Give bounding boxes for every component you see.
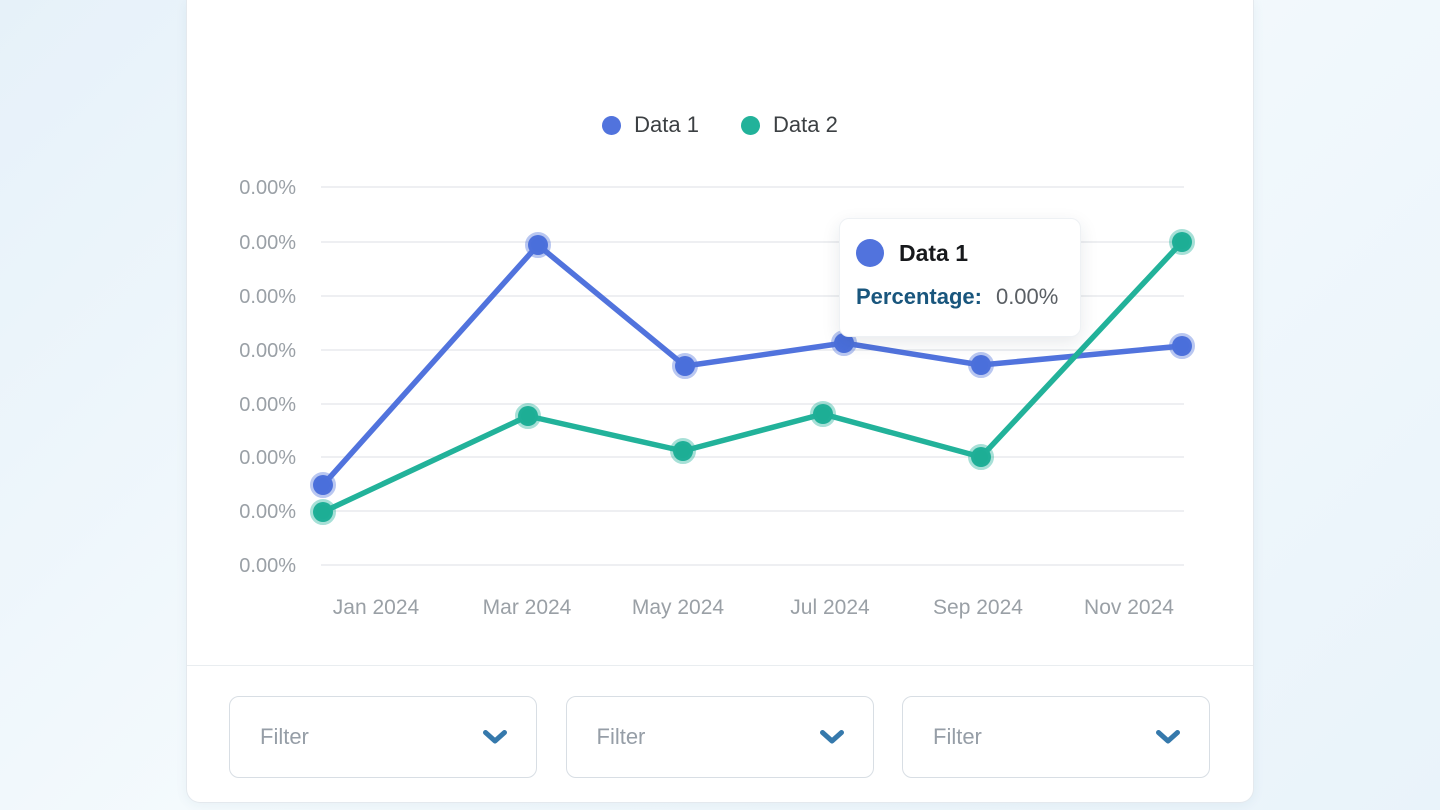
data-point[interactable] bbox=[525, 232, 551, 258]
data-point[interactable] bbox=[1169, 333, 1195, 359]
x-tick-label: Sep 2024 bbox=[933, 596, 1023, 619]
legend-item-data-1[interactable]: Data 1 bbox=[602, 112, 699, 138]
y-tick-label: 0.00% bbox=[239, 340, 296, 362]
x-tick-label: May 2024 bbox=[632, 596, 725, 619]
filter-placeholder: Filter bbox=[260, 724, 309, 749]
legend-item-data-2[interactable]: Data 2 bbox=[741, 112, 838, 138]
data-point[interactable] bbox=[810, 401, 836, 427]
y-tick-label: 0.00% bbox=[239, 177, 296, 199]
chevron-down-icon bbox=[819, 730, 844, 744]
chart-card: 0.00% 0.00% 0.00% 0.00% 0.00% 0.00% 0.00% 0.00%… bbox=[186, 0, 1254, 803]
y-tick-label: 0.00% bbox=[239, 501, 296, 523]
tooltip-metric-label: Percentage: bbox=[856, 284, 982, 309]
filter-placeholder: Filter bbox=[596, 724, 646, 749]
data-point[interactable] bbox=[1169, 229, 1195, 255]
filter-dropdown-1[interactable]: Filter bbox=[229, 696, 537, 778]
card-divider bbox=[187, 665, 1253, 666]
y-tick-label: 0.00% bbox=[239, 447, 296, 469]
legend-label: Data 2 bbox=[773, 112, 838, 137]
line-chart[interactable]: 0.00% 0.00% 0.00% 0.00% 0.00% 0.00% 0.00% 0.00%… bbox=[187, 0, 1255, 665]
x-tick-label: Nov 2024 bbox=[1084, 596, 1174, 619]
x-tick-label: Jan 2024 bbox=[333, 596, 420, 619]
data-point[interactable] bbox=[515, 403, 541, 429]
y-tick-label: 0.00% bbox=[239, 555, 296, 577]
chevron-down-icon bbox=[1156, 730, 1180, 744]
filter-row: Filter Filter Filter bbox=[229, 696, 1210, 778]
legend-label: Data 1 bbox=[634, 112, 699, 137]
data-point[interactable] bbox=[672, 353, 698, 379]
tooltip-series-name: Data 1 bbox=[899, 239, 969, 266]
tooltip-series-dot-icon bbox=[856, 239, 884, 267]
data-point[interactable] bbox=[968, 352, 994, 378]
legend-dot-icon bbox=[602, 115, 622, 135]
x-tick-label: Mar 2024 bbox=[483, 596, 572, 619]
y-tick-label: 0.00% bbox=[239, 286, 296, 308]
tooltip-metric-value: 0.00% bbox=[995, 284, 1059, 309]
y-tick-label: 0.00% bbox=[239, 232, 296, 254]
x-tick-label: Jul 2024 bbox=[790, 596, 870, 619]
data-point[interactable] bbox=[310, 472, 336, 498]
data-point[interactable] bbox=[670, 438, 696, 464]
series-line-data-2 bbox=[320, 239, 1185, 515]
data-point[interactable] bbox=[968, 444, 994, 470]
legend-dot-icon bbox=[741, 115, 760, 135]
data-point[interactable] bbox=[310, 499, 336, 525]
chart-tooltip: Data 1 Percentage: 0.00% bbox=[839, 218, 1081, 337]
filter-dropdown-2[interactable]: Filter bbox=[565, 696, 874, 778]
chart-legend: Data 1 Data 2 bbox=[187, 112, 1253, 138]
series-line-data-1 bbox=[320, 242, 1185, 488]
y-tick-label: 0.00% bbox=[239, 394, 296, 416]
chevron-down-icon bbox=[483, 730, 507, 744]
filter-placeholder: Filter bbox=[933, 724, 982, 749]
filter-dropdown-3[interactable]: Filter bbox=[902, 696, 1210, 778]
